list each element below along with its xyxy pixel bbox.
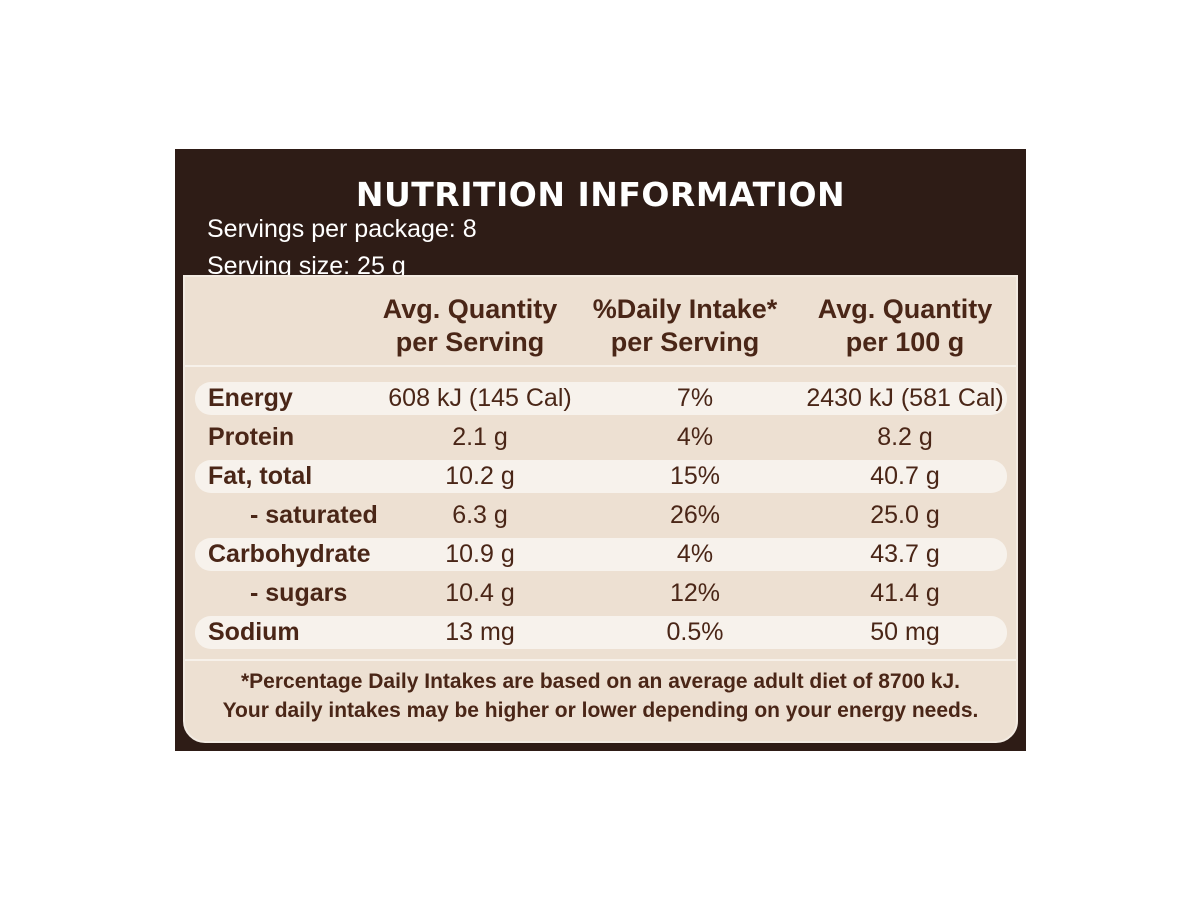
per-serving-value: 10.4 g (445, 579, 515, 607)
nutrient-name: Carbohydrate (208, 540, 371, 568)
daily-intake-value: 12% (669, 579, 721, 607)
footnote-line: Your daily intakes may be higher or lowe… (222, 699, 979, 722)
daily-intake-value: 15% (669, 462, 721, 490)
nutrient-name: Energy (208, 384, 293, 412)
per-serving-value: 10.9 g (445, 540, 515, 568)
per-serving-value: 10.2 g (445, 462, 515, 490)
per-serving-value: 2.1 g (452, 423, 508, 451)
nutrition-panel: Avg. Quantity per Serving %Daily Intake*… (183, 275, 1018, 743)
table-row: Protein 2.1 g 4% 8.2 g (195, 421, 1007, 454)
header-divider (185, 365, 1016, 367)
nutrition-label: NUTRITION INFORMATION Servings per packa… (175, 149, 1026, 751)
column-heading-per-serving: Avg. Quantity per Serving (365, 293, 575, 359)
daily-intake-value: 4% (676, 423, 714, 451)
servings-per-package: Servings per package: 8 (207, 215, 477, 243)
per-100g-value: 50 mg (870, 618, 940, 646)
table-row: - saturated 6.3 g 26% 25.0 g (195, 499, 1007, 532)
column-heading-line: %Daily Intake* (592, 294, 778, 324)
daily-intake-value: 0.5% (666, 618, 724, 646)
column-heading-line: Avg. Quantity (382, 294, 558, 324)
per-100g-value: 43.7 g (870, 540, 940, 568)
nutrient-name: - saturated (250, 501, 378, 529)
per-100g-value: 25.0 g (870, 501, 940, 529)
per-100g-value: 8.2 g (877, 423, 933, 451)
per-100g-value: 41.4 g (870, 579, 940, 607)
table-row: - sugars 10.4 g 12% 41.4 g (195, 577, 1007, 610)
nutrient-name: Fat, total (208, 462, 313, 490)
daily-intake-value: 7% (676, 384, 714, 412)
label-title: NUTRITION INFORMATION (355, 175, 846, 214)
footnote: *Percentage Daily Intakes are based on a… (185, 667, 1016, 725)
per-serving-value: 6.3 g (452, 501, 508, 529)
footnote-divider (185, 659, 1016, 661)
table-row: Sodium 13 mg 0.5% 50 mg (195, 616, 1007, 649)
column-heading-daily-intake: %Daily Intake* per Serving (575, 293, 795, 359)
footnote-line: *Percentage Daily Intakes are based on a… (241, 670, 960, 693)
per-100g-value: 2430 kJ (581 Cal) (806, 384, 1004, 412)
table-row: Energy 608 kJ (145 Cal) 7% 2430 kJ (581 … (195, 382, 1007, 415)
table-row: Fat, total 10.2 g 15% 40.7 g (195, 460, 1007, 493)
column-heading-line: Avg. Quantity (817, 294, 993, 324)
nutrient-name: - sugars (250, 579, 348, 607)
per-100g-value: 40.7 g (870, 462, 940, 490)
column-heading-line: per 100 g (845, 327, 965, 357)
table-row: Carbohydrate 10.9 g 4% 43.7 g (195, 538, 1007, 571)
per-serving-value: 608 kJ (145 Cal) (388, 384, 572, 412)
per-serving-value: 13 mg (445, 618, 515, 646)
column-heading-line: per Serving (395, 327, 545, 357)
daily-intake-value: 4% (676, 540, 714, 568)
column-heading-line: per Serving (610, 327, 760, 357)
column-heading-per-100g: Avg. Quantity per 100 g (795, 293, 1015, 359)
nutrient-name: Sodium (208, 618, 300, 646)
nutrient-name: Protein (208, 423, 295, 451)
daily-intake-value: 26% (669, 501, 721, 529)
